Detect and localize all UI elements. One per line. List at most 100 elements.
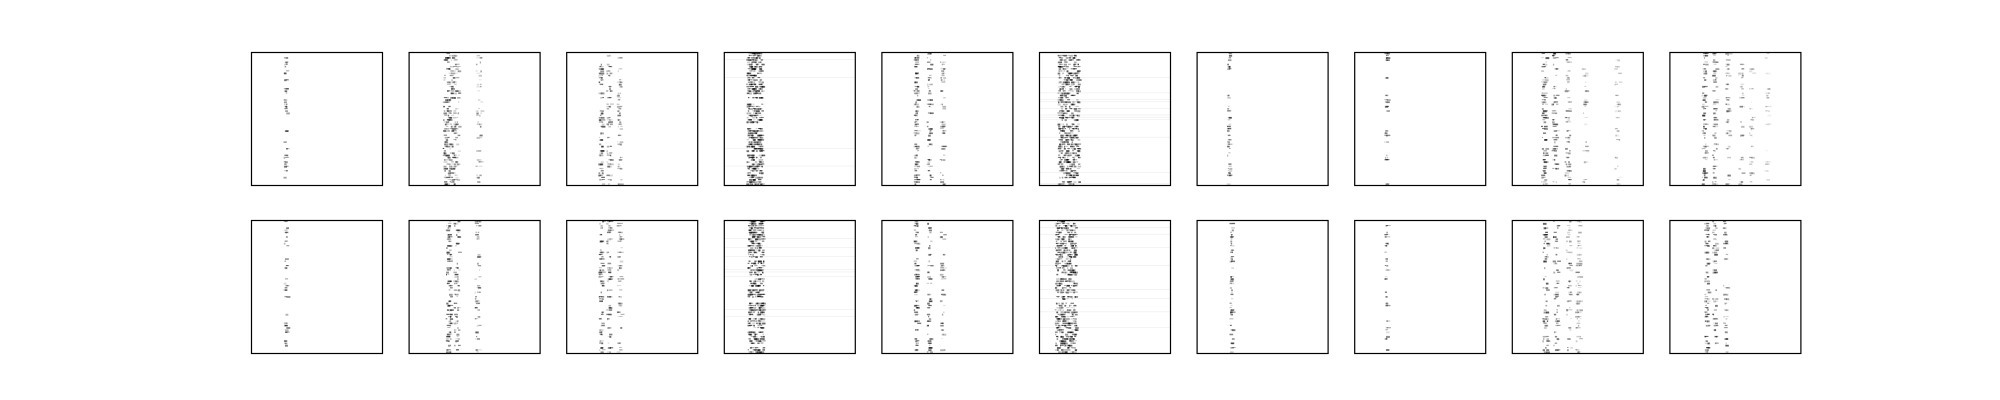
heatmap-cell [1071,123,1074,125]
heatmap-cell [914,156,916,159]
heatmap-cell [453,123,457,125]
heatmap-cell [1073,282,1075,285]
heatmap-cell [475,225,478,227]
heatmap-cell [446,110,450,112]
heatmap-cell [750,74,754,77]
heatmap-cell [1060,141,1062,143]
heatmap-cell [916,57,920,59]
heatmap-cell [1073,143,1077,145]
heatmap-cell [758,105,761,108]
heatmap-cell [606,242,609,245]
heatmap-trace [1039,136,1170,138]
heatmap-trace [1039,172,1170,173]
heatmap-cell [751,320,755,322]
heatmap-cell [915,225,918,228]
heatmap-cell [451,70,453,72]
heatmap-cell [284,267,287,269]
heatmap-cell [1577,302,1581,305]
heatmap-cell [1577,311,1580,313]
heatmap-cell [1059,267,1062,269]
heatmap-cell [608,313,612,316]
heatmap-cell [747,132,752,135]
heatmap-cell [752,156,755,159]
heatmap-cell [754,130,759,133]
panel-frame [1354,51,1487,187]
heatmap-cell [1552,236,1555,239]
heatmap-cell [1555,134,1558,136]
heatmap-cell [1385,242,1389,245]
heatmap-cell [1385,94,1389,97]
heatmap-cell [599,342,604,344]
heatmap-cell [914,313,918,316]
heatmap-cell [928,342,932,344]
heatmap-cell [1713,52,1717,55]
heatmap-cell [283,101,287,104]
heatmap-cell [756,57,759,59]
heatmap-cell [456,284,461,287]
heatmap-cell [1543,152,1545,154]
heatmap-cell [1583,161,1587,164]
heatmap-cell [1553,94,1556,97]
heatmap-cell [1386,54,1388,57]
heatmap-cell [1703,132,1705,134]
heatmap-cell [749,340,753,342]
heatmap-cell [756,52,760,55]
heatmap-cell [1568,227,1571,229]
heatmap-cell [1544,276,1547,278]
heatmap-cell [1386,183,1390,185]
heatmap-cell [1555,85,1557,88]
heatmap-cell [751,302,754,304]
heatmap-cell [913,174,918,177]
heatmap-cell [928,300,933,303]
heatmap-cell [1055,265,1058,267]
heatmap-cell [1541,92,1544,94]
heatmap-cell [1227,59,1232,61]
heatmap-cell [757,130,761,132]
heatmap-cell [1231,289,1233,292]
heatmap-cell [755,97,759,99]
heatmap-cell [447,156,451,159]
heatmap-cell [915,156,918,159]
heatmap-cell [617,125,619,128]
heatmap-cell [941,81,946,83]
heatmap-cell [917,320,920,322]
heatmap-cell [927,112,932,114]
heatmap-cell [759,260,762,263]
heatmap-cell [606,108,610,110]
heatmap-cell [1569,291,1573,293]
heatmap-cell [1579,291,1582,294]
heatmap-cell [752,163,754,166]
heatmap-cell [1062,94,1064,97]
heatmap-cell [1715,159,1719,161]
heatmap-cell [1060,240,1063,242]
heatmap-cell [1575,315,1580,318]
heatmap-cell [1055,233,1058,236]
heatmap-cell [1386,335,1390,338]
heatmap-cell [284,344,288,347]
heatmap-cell [757,278,761,281]
heatmap-cell [1568,291,1571,294]
heatmap-cell [1385,159,1389,161]
heatmap-cell [1073,136,1076,139]
heatmap-cell [1056,280,1059,283]
heatmap-cell [754,284,757,287]
heatmap-cell [599,298,603,300]
heatmap-cell [1058,238,1061,241]
heatmap-cell [756,269,758,271]
heatmap-cell [458,251,462,253]
heatmap-cell [476,284,479,287]
heatmap-cell [601,276,604,278]
heatmap-cell [1226,97,1229,99]
heatmap-cell [1566,165,1569,168]
heatmap-cell [598,77,603,79]
heatmap-cell [447,260,450,262]
heatmap-cell [455,161,458,163]
heatmap-cell [608,307,613,310]
heatmap-cell [748,225,750,227]
heatmap-cell [754,181,758,184]
heatmap-cell [754,225,758,227]
heatmap-cell [449,68,451,70]
heatmap-cell [1056,335,1059,338]
heatmap-cell [1554,88,1556,90]
heatmap-cell [760,293,764,296]
